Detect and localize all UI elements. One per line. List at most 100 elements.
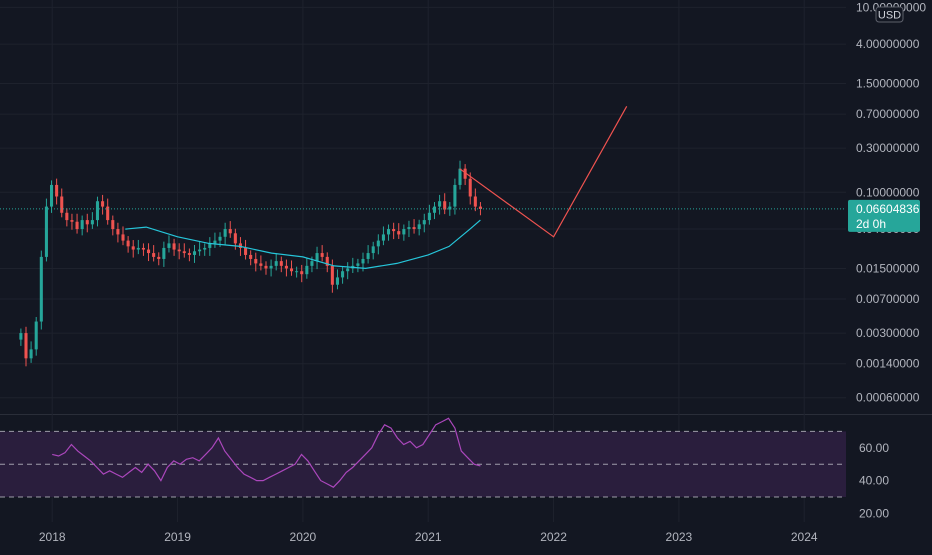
rsi-line <box>52 417 481 488</box>
candle-body <box>101 201 105 207</box>
currency-badge[interactable] <box>875 6 904 23</box>
candle <box>70 213 74 230</box>
candle-body <box>259 263 263 266</box>
candle-body <box>213 240 217 244</box>
candle-body <box>346 268 350 272</box>
candle-body <box>187 253 191 255</box>
candle <box>463 164 467 186</box>
candle <box>55 178 59 205</box>
candle-body <box>381 234 385 241</box>
candle-body <box>95 201 100 221</box>
candle-body <box>402 229 406 235</box>
y-tick-label: 0.30000000 <box>856 141 920 155</box>
candle-body <box>417 224 421 230</box>
candle-body <box>223 229 227 237</box>
candle-body <box>131 246 135 250</box>
candle-body <box>427 212 431 221</box>
candle-body <box>136 247 140 250</box>
candle <box>412 219 416 234</box>
candle-body <box>397 231 401 235</box>
candle-body <box>376 240 380 247</box>
candle <box>116 222 120 243</box>
candle-body <box>60 196 64 213</box>
candle-body <box>29 349 33 359</box>
rsi-tick-label: 20.00 <box>859 506 889 520</box>
current-price-tag <box>848 199 920 232</box>
candle-body <box>295 271 299 273</box>
candle <box>289 260 294 276</box>
candle <box>19 328 23 346</box>
y-tick-label: 0.00300000 <box>856 326 920 340</box>
candle <box>29 341 33 363</box>
candle-body <box>238 243 242 248</box>
candle <box>198 241 202 256</box>
candle <box>376 234 380 255</box>
candle <box>162 241 166 267</box>
candle <box>34 316 38 356</box>
candle-body <box>432 206 437 213</box>
candle <box>473 188 477 212</box>
candle-body <box>203 247 207 250</box>
moving-average-line <box>125 219 481 270</box>
y-tick-label: 4.00000000 <box>856 37 920 51</box>
candle <box>85 213 89 233</box>
candle <box>387 224 391 241</box>
candle-body <box>392 229 396 232</box>
candle-body <box>448 206 452 210</box>
candle-body <box>141 247 145 250</box>
candle-body <box>407 227 411 230</box>
candle <box>244 239 248 260</box>
candle <box>453 178 457 215</box>
candle-body <box>315 253 319 262</box>
x-tick-label: 2021 <box>415 530 442 544</box>
candle-body <box>157 256 161 259</box>
rsi-tick-label: 60.00 <box>859 441 889 455</box>
candle-body <box>177 249 181 252</box>
candle <box>325 252 329 273</box>
candle-body <box>126 240 130 247</box>
candle <box>351 257 355 274</box>
currency-label: USD <box>878 10 901 22</box>
candle-body <box>19 333 23 340</box>
candle <box>371 241 375 260</box>
candle-body <box>453 184 457 207</box>
candle <box>305 257 309 279</box>
candle <box>284 259 288 277</box>
candle-body <box>438 201 442 207</box>
x-tick-label: 2023 <box>666 530 693 544</box>
y-tick-label: 0.00140000 <box>856 357 920 371</box>
candle <box>264 261 268 275</box>
candle <box>402 224 406 241</box>
candle <box>39 250 43 330</box>
candle <box>427 204 431 225</box>
candle <box>468 172 472 205</box>
candle-body <box>341 271 345 278</box>
candle-body <box>289 268 294 272</box>
candle-body <box>106 206 110 221</box>
candle-body <box>65 212 69 221</box>
candle-body <box>325 256 329 266</box>
candle-body <box>49 184 54 207</box>
candle-body <box>24 333 28 359</box>
candle <box>295 266 299 278</box>
candle-body <box>152 253 156 257</box>
candle <box>157 252 161 266</box>
candle-body <box>473 196 477 207</box>
candle <box>448 202 452 216</box>
candle <box>192 244 197 263</box>
candle-body <box>371 246 375 254</box>
candle-body <box>167 243 171 248</box>
candle-body <box>356 263 360 266</box>
candle-body <box>208 243 212 248</box>
candle <box>44 198 48 262</box>
candle-body <box>249 254 253 259</box>
candle <box>80 215 84 236</box>
candle <box>65 208 69 227</box>
candle <box>203 243 207 256</box>
projection-line[interactable] <box>459 106 628 238</box>
candle <box>228 221 232 238</box>
candle-body <box>443 201 447 210</box>
candle <box>438 194 442 215</box>
candle <box>346 262 350 280</box>
